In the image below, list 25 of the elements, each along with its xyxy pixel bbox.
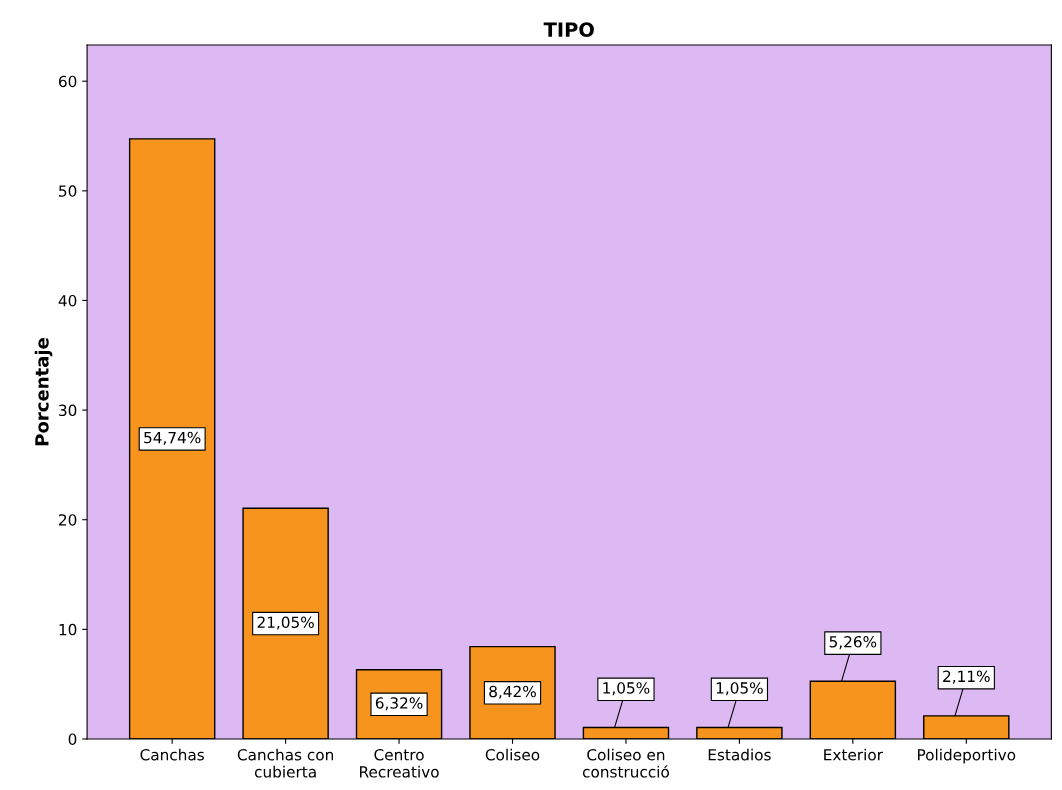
data-label: 1,05% (716, 682, 763, 696)
data-label: 2,11% (943, 670, 990, 684)
chart-title: TIPO (543, 22, 594, 37)
data-label: 54,74% (144, 431, 201, 445)
x-tick-label: Centro Recreativo (360, 748, 439, 778)
x-tick-label: Canchas (140, 748, 204, 761)
x-tick-label: Canchas con cubierta (237, 748, 334, 778)
x-tick-label: Coliseo en construcció (582, 748, 669, 778)
y-tick-label: 30 (59, 404, 77, 417)
y-tick-label: 10 (59, 623, 77, 636)
y-tick-label: 0 (68, 733, 77, 745)
data-label: 6,32% (375, 697, 423, 711)
data-label: 5,26% (829, 636, 877, 650)
x-tick-label: Coliseo (485, 748, 540, 761)
y-tick-label: 50 (59, 185, 77, 197)
x-tick-label: Estadios (708, 748, 771, 761)
x-tick-label: Polideportivo (918, 748, 1016, 764)
y-tick-label: 40 (58, 294, 77, 307)
data-label: 1,05% (603, 682, 650, 696)
y-tick-label: 20 (59, 514, 77, 526)
data-label: 21,05% (257, 616, 314, 630)
y-tick-label: 60 (58, 75, 77, 88)
data-label: 8,42% (489, 685, 536, 699)
x-tick-label: Exterior (824, 748, 883, 761)
y-axis-title: Porcentaje (34, 338, 53, 446)
